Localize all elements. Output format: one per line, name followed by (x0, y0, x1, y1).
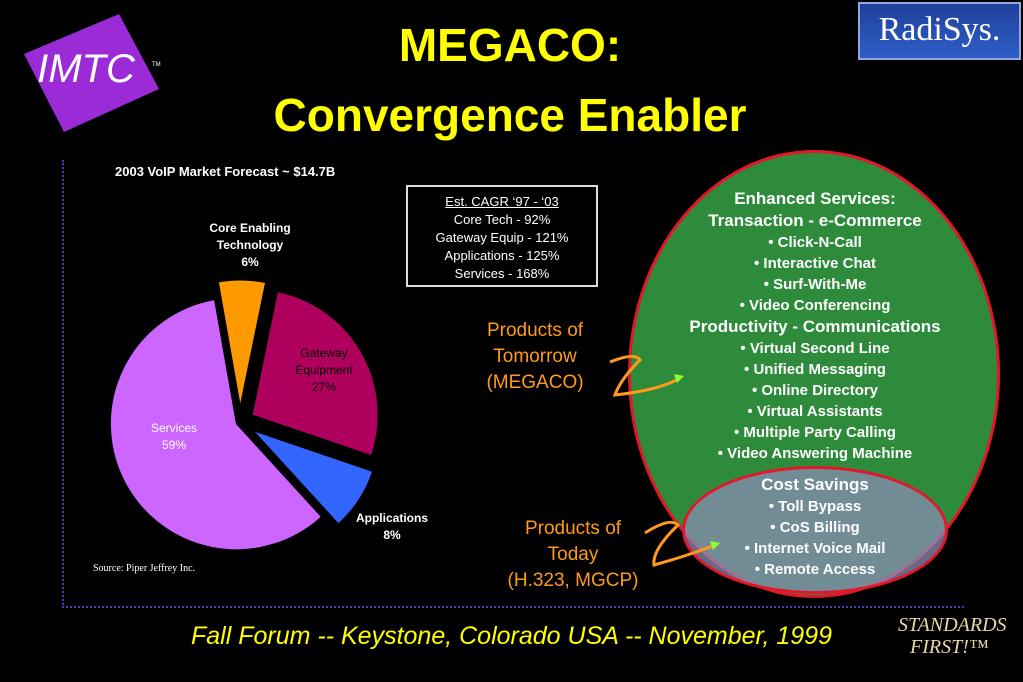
products-today-label: Products of Today (H.323, MGCP) (488, 516, 658, 594)
products-today-line: Today (547, 544, 599, 565)
cagr-line: Core Tech - 92% (453, 212, 551, 227)
services-list: Enhanced Services: Transaction - e-Comme… (635, 188, 995, 464)
enhanced-heading: Enhanced Services: (734, 189, 896, 208)
cost-item: • Toll Bypass (768, 498, 862, 515)
title-line-1: MEGACO: (398, 19, 622, 71)
cost-item: • Internet Voice Mail (744, 540, 886, 557)
service-item: • Virtual Second Line (740, 340, 890, 357)
cagr-title: Est. CAGR ‘97 - ‘03 (445, 194, 559, 209)
cost-savings-oval (682, 466, 948, 594)
products-tomorrow-line: Tomorrow (493, 346, 577, 367)
pie-label-line: Equipment (295, 363, 353, 377)
chart-frame (62, 160, 964, 608)
service-item: • Online Directory (751, 382, 879, 399)
pie-label-gateway-equipment: Gateway Equipment 27% (295, 346, 353, 394)
source-note: Source: Piper Jeffrey Inc. (93, 563, 196, 574)
products-today-line: Products of (524, 518, 622, 539)
pie-label-services: Services 59% (151, 421, 197, 452)
imtc-logo: IMTC TM (24, 14, 161, 132)
standards-line-1: STANDARDS (898, 614, 1007, 636)
pie-label-line: 6% (241, 255, 259, 269)
transaction-heading: Transaction - e-Commerce (708, 211, 922, 230)
cost-item: • Remote Access (754, 561, 876, 578)
pie-label-line: Core Enabling (209, 221, 290, 235)
pie-label-line: 59% (162, 438, 186, 452)
pie-slice-services (109, 299, 323, 551)
cost-heading: Cost Savings (761, 475, 869, 494)
products-tomorrow-line: Products of (486, 320, 584, 341)
service-item: • Click-N-Call (768, 234, 862, 251)
products-today-line: (H.323, MGCP) (507, 570, 639, 591)
imtc-tm-mark: TM (152, 62, 161, 68)
tomorrow-arrow-icon (609, 355, 684, 397)
pie-label-core-enabling-technology: Core Enabling Technology 6% (209, 221, 290, 269)
pie-label-line: Gateway (300, 346, 347, 360)
pie-label-line: Services (151, 421, 197, 435)
products-tomorrow-label: Products of Tomorrow (MEGACO) (470, 318, 600, 396)
service-item: • Surf-With-Me (763, 276, 867, 293)
service-item: • Unified Messaging (744, 361, 886, 378)
today-arrow-icon (644, 520, 720, 567)
footer-caption: Fall Forum -- Keystone, Colorado USA -- … (191, 622, 832, 650)
pie-chart: Core Enabling Technology 6% Gateway Equipmen… (109, 221, 428, 551)
cagr-line: Gateway Equip - 121% (435, 230, 569, 245)
service-item: • Interactive Chat (754, 255, 876, 272)
service-item: • Video Conferencing (739, 297, 891, 314)
pie-label-line: Technology (217, 238, 284, 252)
service-item: • Video Answering Machine (717, 445, 913, 462)
cagr-line: Services - 168% (454, 266, 550, 281)
service-item: • Virtual Assistants (747, 403, 883, 420)
standards-first-logo: STANDARDS FIRST!™ (898, 614, 1008, 658)
pie-slice-core-enabling-technology (217, 279, 267, 407)
products-tomorrow-line: (MEGACO) (486, 372, 584, 393)
pie-slice-gateway-equipment (251, 291, 379, 457)
pie-label-line: Applications (356, 511, 428, 525)
title-line-2: Convergence Enabler (273, 89, 747, 141)
pie-label-line: 8% (383, 528, 401, 542)
cost-item: • CoS Billing (770, 519, 860, 536)
imtc-logo-text: IMTC (37, 47, 136, 91)
pie-label-applications: Applications 8% (356, 511, 428, 542)
cagr-line: Applications - 125% (444, 248, 560, 263)
standards-line-2: FIRST!™ (910, 636, 989, 658)
radisys-logo: RadiSys. (858, 2, 1021, 60)
cost-savings-list: Cost Savings • Toll Bypass • CoS Billing… (682, 474, 948, 580)
pie-slice-applications (253, 430, 374, 525)
radisys-logo-text: RadiSys. (878, 11, 1001, 48)
cagr-box: Est. CAGR ‘97 - ‘03 Core Tech - 92% Gate… (406, 185, 598, 287)
pie-label-line: 27% (312, 380, 336, 394)
service-item: • Multiple Party Calling (734, 424, 896, 441)
productivity-heading: Productivity - Communications (689, 317, 941, 336)
chart-title: 2003 VoIP Market Forecast ~ $14.7B (115, 164, 336, 179)
